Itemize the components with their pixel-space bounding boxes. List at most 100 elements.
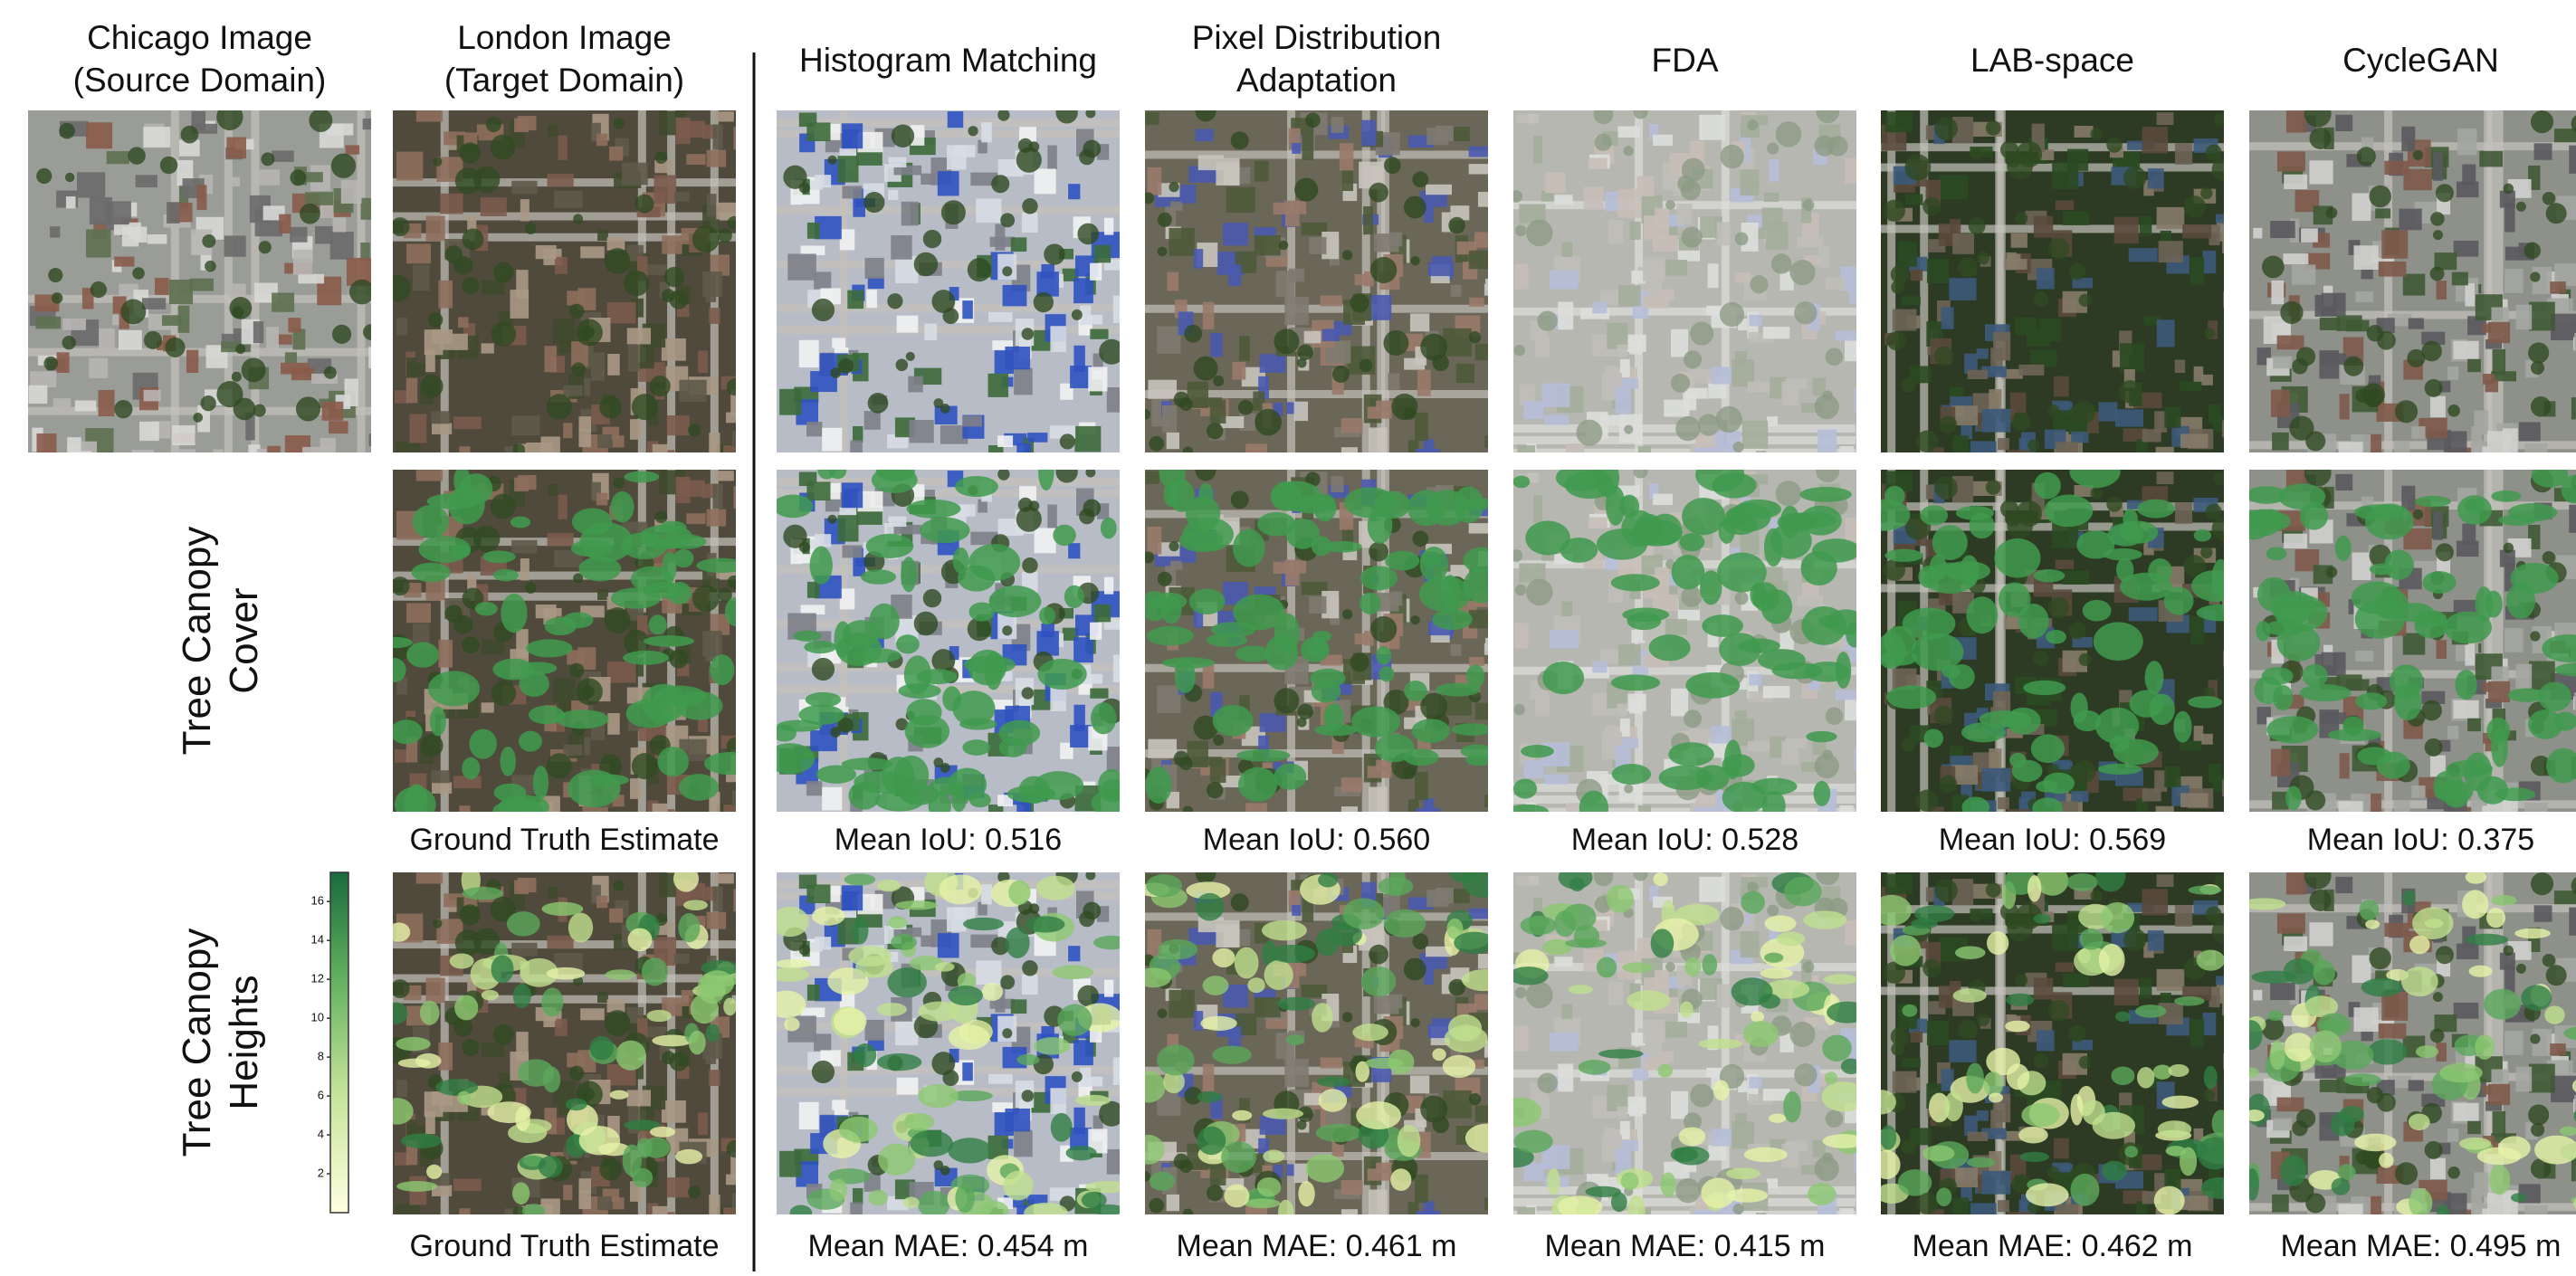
canopy xyxy=(469,728,496,758)
tree xyxy=(132,267,145,280)
canopy-height xyxy=(457,1091,471,1105)
roof xyxy=(1113,1057,1136,1084)
canopy xyxy=(2365,503,2414,539)
roof xyxy=(346,145,360,154)
roof xyxy=(518,878,537,892)
roof xyxy=(1902,1058,1921,1067)
image-tile xyxy=(1140,101,1512,474)
roof xyxy=(143,127,170,148)
tree xyxy=(931,649,955,672)
tree xyxy=(868,393,889,414)
roof xyxy=(35,317,61,329)
canopy xyxy=(2116,557,2133,581)
roof xyxy=(1090,329,1108,339)
canopy-height xyxy=(1911,919,1937,929)
roof xyxy=(1949,1040,1976,1062)
canopy xyxy=(1884,549,1922,562)
canopy-height xyxy=(1247,977,1264,993)
tree xyxy=(1350,652,1369,671)
roof xyxy=(976,198,1001,223)
roof xyxy=(1094,605,1111,622)
roof xyxy=(2190,616,2205,644)
roof xyxy=(897,316,919,333)
tree xyxy=(2516,964,2526,974)
tree xyxy=(2361,383,2385,406)
tree xyxy=(1332,366,1350,383)
canopy xyxy=(2278,483,2325,509)
roof xyxy=(596,493,607,506)
roof xyxy=(555,1019,568,1036)
canopy-height xyxy=(1264,960,1293,990)
tree xyxy=(2504,946,2514,956)
roof xyxy=(1068,184,1080,199)
canopy-height xyxy=(1361,967,1397,996)
canopy xyxy=(1351,706,1400,737)
canopy-height xyxy=(1318,872,1338,887)
canopy xyxy=(2477,776,2508,805)
roof xyxy=(432,423,452,434)
canopy-height xyxy=(683,900,708,910)
canopy xyxy=(893,756,929,795)
tree xyxy=(2395,400,2418,423)
roof xyxy=(1120,659,1148,676)
roof xyxy=(864,258,883,279)
roof xyxy=(1954,405,1978,425)
row-label: Heights xyxy=(222,975,266,1109)
roof xyxy=(2483,374,2495,385)
roof xyxy=(2030,349,2057,367)
tree xyxy=(1901,378,1915,393)
roof xyxy=(2114,979,2139,1005)
canopy-height xyxy=(978,1201,1008,1222)
roof xyxy=(1170,202,1183,211)
roof xyxy=(2320,318,2340,330)
canopy-height xyxy=(2021,1103,2059,1127)
tree xyxy=(2079,294,2092,307)
canopy xyxy=(2377,752,2410,779)
roof xyxy=(136,175,157,187)
canopy xyxy=(1525,520,1570,555)
tree xyxy=(300,204,320,224)
roof xyxy=(2346,680,2369,691)
roof xyxy=(1426,128,1448,145)
canopy-height xyxy=(877,1053,921,1071)
tree xyxy=(2200,547,2212,558)
canopy-height xyxy=(1751,1011,1764,1022)
roof xyxy=(1289,269,1305,282)
tree xyxy=(812,299,835,321)
canopy xyxy=(1376,646,1391,665)
tree xyxy=(547,394,572,419)
roof xyxy=(622,163,648,186)
canopy xyxy=(2009,753,2026,767)
canopy-height xyxy=(387,922,410,941)
tree xyxy=(2524,243,2542,260)
canopy xyxy=(1198,483,1213,507)
roof xyxy=(924,324,937,340)
canopy-height xyxy=(1944,1091,1963,1121)
canopy-height xyxy=(1514,1130,1553,1154)
roof xyxy=(1484,1046,1510,1058)
roof xyxy=(597,589,608,600)
canopy xyxy=(710,654,734,685)
tree xyxy=(331,153,356,177)
tree xyxy=(1231,893,1249,911)
tree xyxy=(1969,217,1986,234)
tree xyxy=(1916,431,1938,452)
caption: Mean MAE: 0.454 m xyxy=(808,1229,1089,1263)
roof xyxy=(511,943,537,957)
colorbar-tick-label: 16 xyxy=(311,894,324,908)
roof xyxy=(2140,216,2152,236)
roof xyxy=(482,343,494,353)
tree xyxy=(513,443,525,455)
colorbar-tick-label: 14 xyxy=(311,933,324,947)
column-header: CycleGAN xyxy=(2342,42,2499,79)
image-tile xyxy=(2236,460,2576,832)
canopy xyxy=(1213,705,1254,737)
tree xyxy=(1297,1120,1307,1130)
tree xyxy=(2309,128,2331,149)
caption: Mean IoU: 0.560 xyxy=(1203,823,1430,857)
tree xyxy=(1077,224,1099,245)
roof xyxy=(2075,126,2094,138)
roof xyxy=(1167,272,1178,291)
tree xyxy=(2433,230,2443,240)
canopy xyxy=(1930,555,1947,581)
